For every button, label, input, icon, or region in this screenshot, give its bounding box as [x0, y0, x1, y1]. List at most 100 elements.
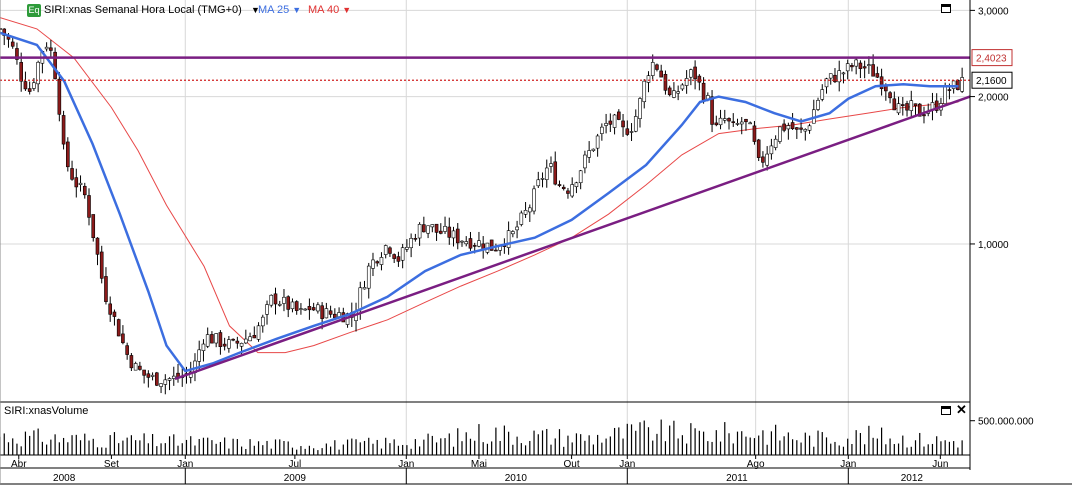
candle-body [553, 161, 558, 185]
candle-body [680, 84, 685, 90]
ma25-line [0, 31, 959, 373]
volume-panel-maximize-icon[interactable] [941, 406, 951, 415]
candle-body [316, 304, 320, 312]
candle-body [744, 118, 748, 123]
candle-body [163, 379, 168, 385]
candle-body [231, 338, 235, 341]
candle-body [451, 230, 456, 239]
candle-body [53, 51, 57, 79]
candle-body [913, 103, 918, 107]
candle-body [540, 178, 545, 180]
candle-body [129, 355, 134, 369]
candle-body [646, 75, 651, 83]
candle-body [583, 154, 587, 169]
candle-body [0, 28, 2, 30]
candle-body [375, 261, 380, 264]
volume-panel-title: SIRI:xnasVolume [4, 405, 89, 417]
candle-body [358, 287, 363, 311]
candle-body [655, 64, 659, 70]
candle-body [608, 120, 613, 125]
year-label: 2010 [505, 473, 528, 484]
candle-body [388, 247, 392, 254]
candle-body [557, 184, 562, 186]
candle-body [121, 333, 125, 344]
candle-body [205, 334, 210, 347]
candle-body [947, 89, 952, 91]
candle-body [871, 64, 875, 77]
candle-body [489, 239, 494, 251]
candle-body [146, 373, 151, 378]
candle-body [210, 334, 214, 344]
ma-short-dropdown-icon[interactable]: ▼ [292, 5, 302, 15]
candle-body [324, 308, 329, 319]
candle-body [70, 168, 74, 180]
candle-body [10, 41, 15, 47]
year-label: 2009 [284, 473, 307, 484]
candle-body [820, 89, 825, 100]
candle-body [311, 307, 316, 311]
candle-body [833, 74, 837, 83]
candle-body [239, 342, 244, 347]
candle-body [167, 378, 172, 381]
drawn-lines[interactable] [0, 56, 971, 381]
candle-body [108, 303, 112, 315]
candle-body [99, 251, 104, 279]
candle-body [960, 77, 964, 92]
candle-body [27, 88, 32, 92]
candle-body [748, 122, 753, 125]
candle-body [15, 48, 19, 60]
candle-body [689, 69, 693, 78]
volume-panel-close-icon[interactable]: ✕ [956, 402, 967, 417]
candle-body [566, 190, 570, 194]
ma-short-legend[interactable]: MA 25 ▼ [258, 4, 301, 16]
candle-body [845, 63, 850, 72]
candle-body [731, 121, 736, 123]
candle-body [841, 72, 846, 75]
candle-body [756, 139, 761, 158]
candle-body [438, 230, 443, 234]
candle-body [642, 80, 647, 103]
candle-body [273, 293, 278, 305]
candle-body [362, 287, 367, 290]
candle-body [803, 129, 808, 132]
candle-body [112, 311, 117, 317]
candle-body [625, 128, 630, 135]
candle-body [294, 301, 299, 311]
title-dropdown-icon[interactable]: ▼ [250, 5, 260, 15]
ma-long-legend[interactable]: MA 40 ▼ [308, 4, 351, 16]
volume-tick-label: 500.000.000 [978, 417, 1034, 428]
candle-body [32, 82, 36, 89]
candle-body [600, 126, 604, 134]
candle-body [74, 177, 79, 188]
candle-body [765, 153, 769, 166]
chart-title[interactable]: SIRI:xnas Semanal Hora Local (TMG+0) ▼ [44, 4, 260, 16]
candle-body [49, 47, 53, 51]
candle-body [307, 306, 312, 311]
candle-body [468, 238, 473, 249]
candle-body [735, 123, 740, 125]
last-price-label: 2,1600 [976, 76, 1007, 87]
resistance-price-box [971, 49, 1013, 67]
year-label: 2008 [53, 473, 76, 484]
candle-body [667, 87, 672, 96]
candle-body [515, 226, 519, 231]
candle-body [807, 125, 812, 131]
candle-body [197, 349, 202, 362]
price-panel-maximize-icon[interactable] [941, 4, 951, 13]
candle-body [773, 138, 778, 148]
candle-body [464, 241, 469, 245]
candle-body [574, 182, 579, 188]
candle-body [57, 78, 62, 115]
ma40-line [0, 17, 959, 354]
ma-long-dropdown-icon[interactable]: ▼ [342, 5, 352, 15]
candle-body [697, 75, 702, 83]
candle-body [477, 240, 481, 247]
ma40-layer [0, 17, 959, 354]
volume-bars [0, 419, 963, 455]
y-tick-label: 3,0000 [978, 6, 1009, 17]
candle-body [371, 259, 375, 269]
candle-body [782, 123, 786, 131]
